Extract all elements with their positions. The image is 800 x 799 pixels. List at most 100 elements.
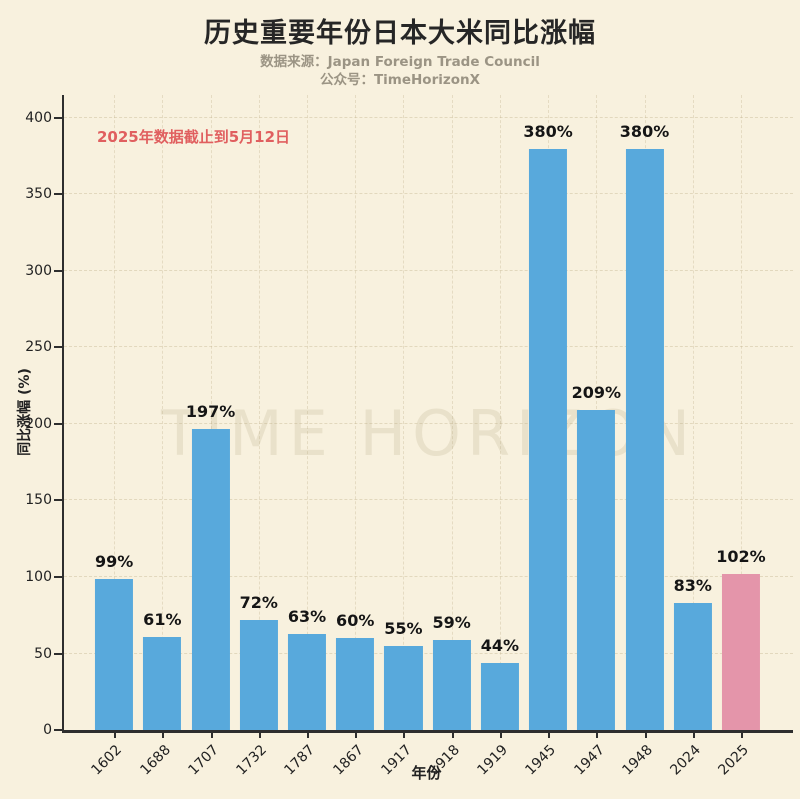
gridline-vertical — [451, 95, 453, 730]
gridline-vertical — [355, 95, 357, 730]
bar-value-label: 55% — [384, 619, 423, 638]
x-tick — [644, 733, 647, 738]
bar — [721, 574, 760, 730]
bar-slot: 380% 1945 — [523, 95, 573, 779]
bar — [191, 429, 230, 730]
bar — [239, 620, 278, 730]
gridline-horizontal — [64, 422, 793, 424]
gridline-horizontal — [64, 499, 793, 501]
y-tick — [54, 346, 62, 349]
subtitle-account: 公众号：TimeHorizonX — [319, 71, 481, 88]
gridline-vertical — [499, 95, 501, 730]
bar-value-label: 380% — [523, 122, 573, 141]
y-tick-label: 0 — [43, 722, 52, 738]
bar — [625, 149, 664, 730]
bar-slot: 59% 1918 — [426, 95, 476, 779]
gridline-vertical — [114, 95, 116, 730]
bar — [384, 646, 423, 730]
bar-slot: 55% 1917 — [378, 95, 427, 779]
bar-slot: 72% 1732 — [234, 95, 283, 779]
y-tick-label: 250 — [25, 339, 52, 356]
gridline-horizontal — [64, 269, 793, 271]
subtitle-source: 数据来源：Japan Foreign Trade Council — [260, 54, 540, 70]
bar-slot: 83% 2024 — [668, 95, 717, 779]
bar-slot: 197% 1707 — [185, 95, 236, 779]
y-tick — [54, 269, 62, 272]
y-tick-label: 50 — [34, 645, 52, 662]
bar — [95, 579, 134, 730]
bar-slot: 209% 1947 — [571, 95, 622, 779]
bar-slot: 60% 1867 — [330, 95, 379, 779]
y-tick — [54, 499, 62, 502]
bar-value-label: 380% — [619, 122, 670, 141]
gridline-horizontal — [64, 576, 793, 577]
gridline-vertical — [258, 95, 260, 730]
bar — [432, 640, 471, 730]
bar-slot: 99% 1602 — [89, 95, 138, 779]
y-tick-label: 400 — [25, 109, 52, 126]
gridline-vertical — [692, 95, 694, 730]
bar — [143, 637, 182, 730]
y-tick — [54, 116, 62, 119]
bar-slot: 44% 1919 — [475, 95, 524, 779]
bar — [673, 603, 712, 730]
x-tick — [548, 733, 551, 738]
y-tick — [54, 193, 62, 196]
bar — [529, 149, 568, 730]
bar-value-label: 99% — [94, 552, 134, 571]
gridline-vertical — [162, 95, 164, 730]
x-tick — [210, 733, 213, 738]
y-tick-label: 150 — [25, 492, 52, 509]
bar-slot: 102% 2025 — [716, 95, 766, 779]
x-tick — [258, 733, 261, 738]
x-tick — [403, 733, 406, 738]
bar-value-label: 61% — [143, 610, 182, 629]
y-tick — [54, 652, 62, 655]
gridline-vertical — [740, 95, 742, 730]
bar — [480, 663, 519, 730]
gridline-vertical — [306, 95, 308, 730]
x-tick — [306, 733, 309, 738]
x-tick — [499, 733, 502, 738]
x-tick — [114, 733, 117, 738]
gridline-horizontal — [64, 116, 793, 118]
y-tick — [54, 576, 62, 578]
y-tick-label: 350 — [25, 186, 52, 203]
page-title: 历史重要年份日本大米同比涨幅 — [204, 18, 596, 49]
bar-slot: 63% 1787 — [282, 95, 331, 779]
x-tick — [451, 733, 454, 738]
gridline-horizontal — [64, 652, 793, 654]
x-tick — [162, 733, 165, 738]
x-tick — [596, 733, 599, 738]
gridline-vertical — [210, 95, 212, 730]
y-tick — [54, 729, 62, 731]
bar-value-label: 209% — [571, 383, 622, 402]
gridline-vertical — [403, 95, 405, 730]
plot-area: TIME HORIZON 99% 1602 61% 1688 197% 1707 72% 17… — [25, 95, 793, 779]
y-tick-label: 200 — [25, 415, 52, 432]
gridline-horizontal — [64, 346, 793, 348]
gridline-horizontal — [64, 193, 793, 195]
bar-value-label: 83% — [673, 576, 712, 595]
x-tick — [692, 733, 695, 738]
annotation-note: 2025年数据截止到5月12日 — [97, 128, 291, 146]
bar-value-label: 44% — [480, 636, 520, 655]
bar-value-label: 197% — [185, 402, 236, 421]
bar — [287, 634, 327, 730]
y-tick-label: 300 — [25, 262, 52, 279]
bar-value-label: 72% — [239, 593, 278, 612]
y-axis-label: 同比涨幅 (%) — [17, 368, 33, 456]
y-tick-label: 100 — [25, 569, 52, 585]
bar-slot: 61% 1688 — [137, 95, 186, 779]
bar-slot: 380% 1948 — [619, 95, 670, 779]
bars: 99% 1602 61% 1688 197% 1707 72% 1732 63% 1787 60% 1… — [89, 95, 766, 779]
bar — [577, 410, 616, 730]
bar — [336, 638, 375, 730]
bar-value-label: 63% — [287, 607, 327, 626]
chart-subtitle: 数据来源：Japan Foreign Trade Council 公众号：Tim… — [0, 54, 800, 90]
bar-value-label: 102% — [716, 547, 766, 566]
y-tick — [54, 422, 62, 425]
x-tick — [740, 733, 743, 738]
bar-value-label: 60% — [336, 611, 375, 630]
